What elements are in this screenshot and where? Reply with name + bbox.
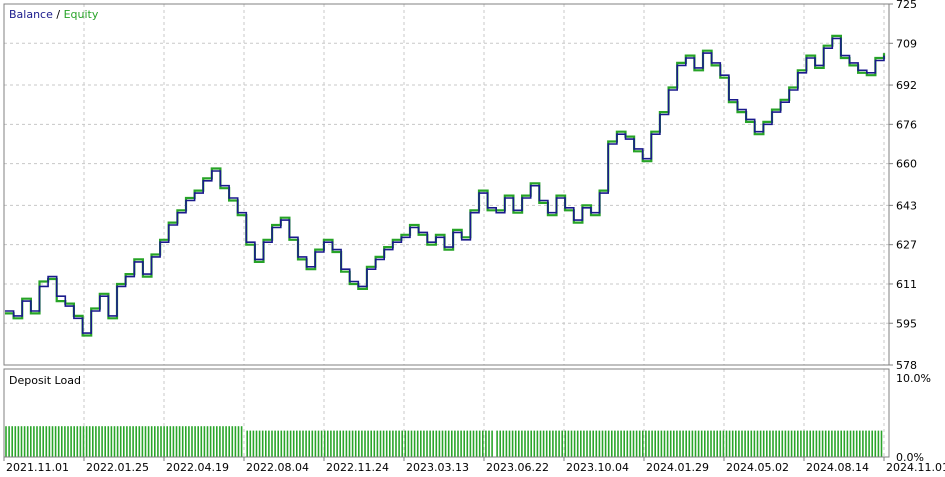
- x-tick-label: 2024.01.29: [646, 461, 709, 474]
- load-tick-label: 0.0%: [896, 451, 924, 464]
- x-tick-label: 2023.10.04: [566, 461, 629, 474]
- y-tick-label: 676: [896, 118, 917, 131]
- main-grid: [4, 4, 889, 365]
- x-tick-label: 2024.08.14: [806, 461, 869, 474]
- load-axis-ticks: 10.0% 0.0%: [896, 372, 931, 464]
- legend: Balance / Equity: [9, 8, 99, 21]
- y-tick-label: 627: [896, 239, 917, 252]
- load-tick-label: 10.0%: [896, 372, 931, 385]
- y-axis-ticks: 725 709 692 676 660 643 627 611 595 578: [889, 0, 917, 372]
- load-plot-border: [3, 368, 890, 458]
- legend-separator: /: [53, 8, 64, 21]
- y-tick-label: 643: [896, 199, 917, 212]
- y-tick-label: 709: [896, 37, 917, 50]
- x-tick-label: 2021.11.01: [6, 461, 69, 474]
- y-tick-label: 611: [896, 278, 917, 291]
- x-tick-label: 2024.11.01: [886, 461, 945, 474]
- y-tick-label: 725: [896, 0, 917, 11]
- x-tick-label: 2022.04.19: [166, 461, 229, 474]
- y-tick-label: 595: [896, 317, 917, 330]
- y-tick-label: 692: [896, 79, 917, 92]
- x-tick-label: 2023.03.13: [406, 461, 469, 474]
- legend-equity: Equity: [64, 8, 99, 21]
- x-tick-label: 2022.11.24: [326, 461, 389, 474]
- y-tick-label: 578: [896, 359, 917, 372]
- deposit-load-title: Deposit Load: [9, 374, 81, 387]
- y-tick-label: 660: [896, 158, 917, 171]
- main-plot-border: [3, 3, 890, 366]
- deposit-load-bars: [5, 426, 883, 457]
- x-tick-label: 2022.01.25: [86, 461, 149, 474]
- x-tick-label: 2022.08.04: [246, 461, 309, 474]
- legend-balance: Balance: [9, 8, 53, 21]
- x-tick-label: 2023.06.22: [486, 461, 549, 474]
- x-axis-ticks: 2021.11.01 2022.01.25 2022.04.19 2022.08.04…: [3, 457, 945, 474]
- x-tick-label: 2024.05.02: [726, 461, 789, 474]
- balance-line: [5, 37, 885, 334]
